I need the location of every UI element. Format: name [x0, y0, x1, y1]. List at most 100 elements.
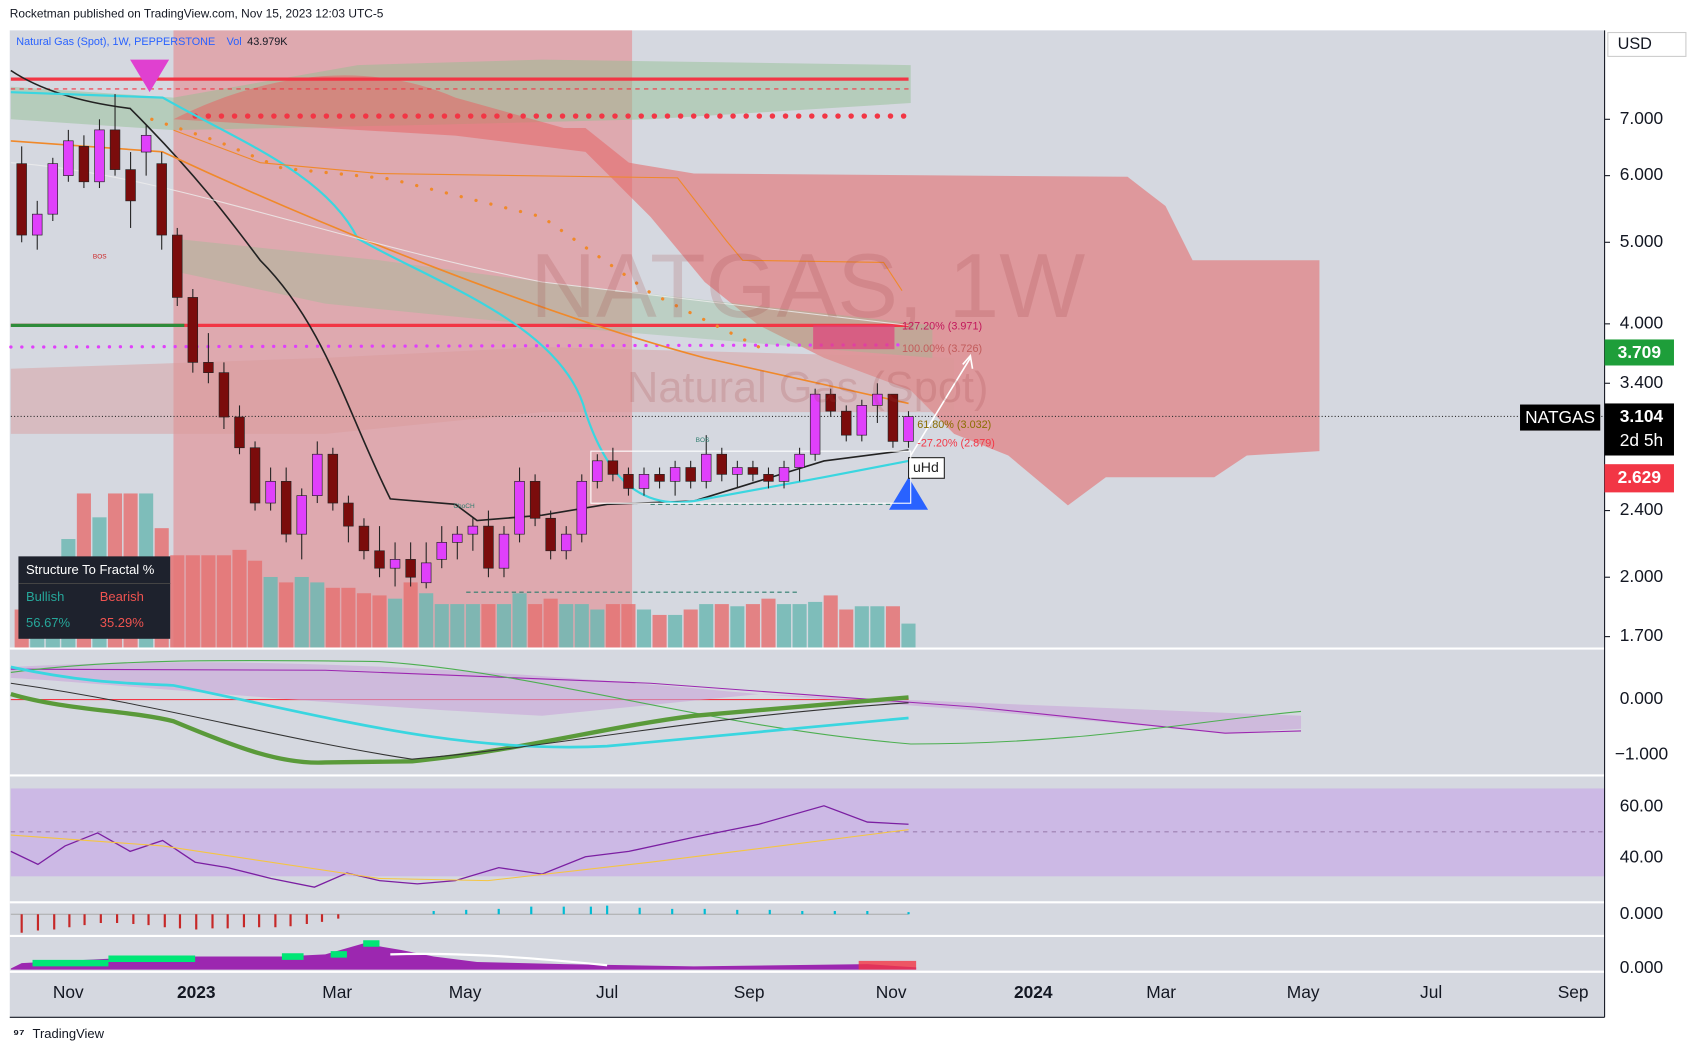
- volume-bar: [216, 555, 231, 648]
- bos-label: BOS: [93, 254, 107, 261]
- range-box: [590, 450, 912, 504]
- legend-vol-value: 43.979K: [247, 36, 288, 48]
- pane-line: [10, 665, 909, 749]
- volume-bar: [481, 604, 496, 648]
- pane-line: [10, 668, 1302, 734]
- candle-body: [825, 393, 836, 412]
- candle-body: [483, 525, 494, 569]
- fib-label: 127.20% (3.971): [902, 320, 982, 332]
- pane-axis-label: 60.00: [1620, 795, 1663, 815]
- volume-bar: [232, 549, 247, 648]
- candle-body: [436, 542, 447, 560]
- candle-body: [841, 410, 852, 436]
- table-cell: Bullish: [26, 589, 64, 604]
- buy-marker: [889, 477, 929, 510]
- volume-bar: [496, 604, 512, 648]
- price-tag: [1604, 464, 1674, 493]
- price-tick-label: 6.000: [1620, 164, 1663, 184]
- volume-bar: [450, 604, 465, 648]
- fib-label: -27.20% (2.879): [917, 437, 995, 449]
- time-axis: Nov 2023 Mar May Jul Sep Nov 2024 Mar May Jul Sep: [53, 982, 1589, 1002]
- rsi-ma: [10, 829, 909, 882]
- candle-body: [592, 460, 603, 482]
- price-tick-label: 2.000: [1620, 566, 1663, 586]
- uhd-label: uHd: [913, 459, 939, 475]
- oscillator-red: [858, 960, 917, 970]
- time-label: Sep: [1558, 982, 1589, 1002]
- pane-line: [10, 692, 909, 765]
- candle-body: [763, 474, 774, 482]
- symbol-tag: [1520, 404, 1601, 431]
- band-green: [173, 238, 933, 358]
- volume-bar: [776, 604, 792, 648]
- volume-bar: [699, 604, 714, 648]
- volume-bar: [683, 609, 698, 648]
- volume-bar: [792, 604, 807, 648]
- candle-body: [187, 297, 199, 363]
- candle-body: [685, 467, 696, 482]
- band: [10, 347, 955, 434]
- volume-bar: [310, 582, 325, 648]
- candle-body: [420, 562, 432, 584]
- candle-body: [296, 495, 307, 535]
- candle-body: [654, 474, 665, 482]
- volume-bar: [248, 560, 263, 648]
- price-axis: 7.000 6.000 5.000 4.000 3.400 2.400 2.000 1.700: [1604, 108, 1663, 645]
- volume-bar: [854, 606, 869, 648]
- time-label: Jul: [596, 982, 618, 1002]
- candle-body: [203, 362, 214, 373]
- candle-body: [856, 405, 868, 436]
- candle-body: [249, 447, 261, 504]
- volume-bar: [730, 606, 745, 648]
- volume-bar: [714, 604, 729, 648]
- time-label: Mar: [322, 982, 352, 1002]
- time-label: May: [449, 982, 482, 1002]
- footer: TradingView: [33, 1026, 105, 1041]
- oscillator: [10, 943, 917, 970]
- price-tag-label: 3.709: [1618, 342, 1661, 362]
- ichimoku-cloud: [173, 75, 1320, 506]
- price-tag-label: 3.104: [1620, 406, 1664, 426]
- bos-label: BOS: [696, 437, 710, 444]
- time-label: 2024: [1014, 982, 1053, 1002]
- legend-symbol: Natural Gas (Spot), 1W, PEPPERSTONE: [16, 36, 215, 48]
- rsi-line: [10, 805, 909, 888]
- cloud-pane: [10, 662, 1302, 734]
- candle-body: [140, 134, 152, 153]
- candle-body: [809, 393, 821, 455]
- candle-body: [374, 550, 385, 569]
- oscillator-green: [32, 940, 380, 967]
- volume-bar: [559, 604, 574, 648]
- time-label: Sep: [734, 982, 765, 1002]
- candle-body: [358, 525, 370, 552]
- candle-body: [561, 533, 572, 552]
- price-tag-label: 2.629: [1618, 467, 1661, 487]
- currency: USD: [1618, 35, 1652, 53]
- fib-label: 61.80% (3.032): [917, 419, 991, 431]
- macd-hist: [432, 905, 910, 915]
- volume-bar: [185, 555, 200, 648]
- volume-bar: [621, 604, 636, 648]
- pane-axis-label: 0.000: [1620, 957, 1663, 977]
- candle-body: [514, 480, 525, 535]
- structure-table: Structure To Fractal % Bullish Bearish 5…: [18, 556, 171, 639]
- volume-bar: [574, 604, 589, 648]
- volume-bar: [356, 593, 372, 648]
- table-cell: 35.29%: [100, 615, 145, 630]
- candle-body: [63, 140, 74, 176]
- table-cell: 56.67%: [26, 615, 71, 630]
- volume-bar: [870, 606, 885, 648]
- volume-bar: [528, 604, 543, 648]
- candle-body: [498, 533, 510, 569]
- candle-body: [343, 502, 354, 527]
- pane-axis-label: 0.000: [1620, 688, 1663, 708]
- pane-axis-label: 0.000: [1620, 903, 1663, 923]
- symbol-tag-label: NATGAS: [1525, 407, 1595, 427]
- volume-bar: [636, 609, 652, 648]
- table-title: Structure To Fractal %: [26, 562, 155, 577]
- price-tick-label: 1.700: [1620, 625, 1663, 645]
- volume-bar: [201, 555, 216, 648]
- choch-label: ChoCH: [453, 503, 475, 510]
- pane-line: [10, 659, 1302, 745]
